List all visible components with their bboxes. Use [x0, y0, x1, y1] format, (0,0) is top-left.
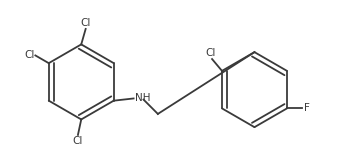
Text: Cl: Cl [81, 18, 91, 28]
Text: NH: NH [135, 93, 150, 104]
Text: Cl: Cl [206, 48, 216, 58]
Text: Cl: Cl [24, 50, 34, 60]
Text: F: F [303, 103, 309, 113]
Text: Cl: Cl [73, 136, 83, 146]
